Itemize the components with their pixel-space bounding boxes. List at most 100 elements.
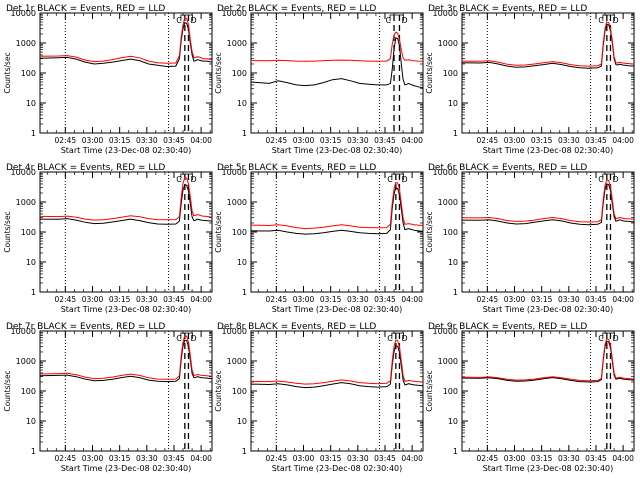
flare-label-c: C	[385, 16, 391, 25]
y-tick-label: 1000	[227, 39, 247, 48]
x-tick-label: 04:00	[401, 454, 423, 463]
y-tick-label: 1	[453, 447, 458, 456]
x-axis-label: Start Time (23-Dec-08 02:30:40)	[272, 305, 403, 314]
x-tick-label: 03:30	[136, 295, 158, 304]
panel-title: Det 4r BLACK = Events, RED = LLD	[6, 163, 165, 173]
y-axis-label: Counts/sec	[425, 52, 434, 93]
y-tick-label: 100	[232, 387, 247, 396]
flare-label-c: C	[598, 16, 604, 25]
y-tick-label: 100	[443, 228, 458, 237]
x-axis-label: Start Time (23-Dec-08 02:30:40)	[483, 464, 614, 473]
x-tick-label: 03:15	[320, 136, 342, 145]
x-tick-label: 02:45	[55, 295, 77, 304]
x-tick-label: 03:15	[109, 136, 131, 145]
y-tick-label: 100	[232, 69, 247, 78]
y-tick-label: 10000	[222, 327, 247, 336]
y-tick-label: 100	[21, 228, 36, 237]
series-events-line	[39, 339, 213, 383]
x-tick-label: 03:00	[82, 295, 104, 304]
detector-panel-5: Det 5r BLACK = Events, RED = LLD 1 10 100 10…	[214, 163, 424, 314]
series-lld-line	[461, 21, 635, 67]
series-lld-line	[39, 16, 213, 64]
y-axis-label: Counts/sec	[3, 52, 12, 93]
flare-bracket	[180, 173, 193, 180]
x-tick-label: 03:00	[293, 295, 315, 304]
x-tick-label: 03:15	[320, 454, 342, 463]
x-tick-label: 03:45	[374, 136, 396, 145]
panel-title: Det 2r BLACK = Events, RED = LLD	[217, 4, 376, 14]
x-tick-label: 02:45	[266, 454, 288, 463]
detector-panel-2: Det 2r BLACK = Events, RED = LLD 1 10 100 10…	[214, 4, 424, 155]
flare-label-d: D	[612, 16, 618, 25]
panel-title: Det 1r BLACK = Events, RED = LLD	[6, 4, 165, 14]
flare-label-d: D	[612, 175, 618, 184]
y-tick-label: 10000	[11, 168, 36, 177]
y-tick-label: 10	[448, 99, 458, 108]
y-tick-label: 1	[242, 447, 247, 456]
x-axis-label: Start Time (23-Dec-08 02:30:40)	[483, 146, 614, 155]
y-tick-label: 1	[31, 288, 36, 297]
x-tick-label: 03:15	[531, 136, 553, 145]
flare-label-d: D	[190, 16, 196, 25]
x-axis-label: Start Time (23-Dec-08 02:30:40)	[61, 305, 192, 314]
y-tick-label: 10	[448, 417, 458, 426]
detector-panel-8: Det 8r BLACK = Events, RED = LLD 1 10 100 10…	[214, 322, 424, 473]
x-tick-label: 03:00	[504, 295, 526, 304]
y-tick-label: 10	[237, 417, 247, 426]
series-lld-line	[461, 179, 635, 223]
y-tick-label: 10	[26, 258, 36, 267]
y-tick-label: 1000	[16, 39, 36, 48]
flare-label-d: D	[401, 175, 407, 184]
series-events-line	[461, 340, 635, 383]
flare-label-d: D	[190, 175, 196, 184]
panel-title: Det 6r BLACK = Events, RED = LLD	[428, 163, 587, 173]
x-tick-label: 02:45	[266, 136, 288, 145]
y-tick-label: 1	[242, 129, 247, 138]
y-axis-label: Counts/sec	[3, 370, 12, 411]
series-lld-line	[250, 31, 424, 62]
x-tick-label: 03:30	[347, 295, 369, 304]
y-tick-label: 1000	[227, 198, 247, 207]
flare-label-c: C	[598, 175, 604, 184]
x-tick-label: 03:15	[109, 295, 131, 304]
series-events-line	[39, 183, 213, 225]
y-tick-label: 10000	[433, 9, 458, 18]
panel-title: Det 8r BLACK = Events, RED = LLD	[217, 322, 376, 332]
x-tick-label: 03:45	[374, 454, 396, 463]
y-tick-label: 1000	[438, 357, 458, 366]
x-tick-label: 03:45	[163, 454, 185, 463]
series-lld-line	[250, 339, 424, 385]
flare-label-d: D	[612, 334, 618, 343]
series-lld-line	[39, 334, 213, 380]
x-tick-label: 03:15	[531, 454, 553, 463]
x-tick-label: 02:45	[477, 136, 499, 145]
detector-panel-9: Det 9r BLACK = Events, RED = LLD 1 10 100 10…	[425, 322, 635, 473]
x-tick-label: 02:45	[55, 136, 77, 145]
x-tick-label: 04:00	[401, 295, 423, 304]
x-axis-label: Start Time (23-Dec-08 02:30:40)	[61, 146, 192, 155]
x-tick-label: 03:15	[320, 295, 342, 304]
flare-label-c: C	[387, 334, 393, 343]
x-tick-label: 02:45	[477, 454, 499, 463]
y-tick-label: 1	[242, 288, 247, 297]
series-events-line	[250, 344, 424, 389]
y-tick-label: 10	[26, 417, 36, 426]
flare-bracket	[180, 332, 193, 339]
flare-bracket	[389, 14, 404, 21]
x-tick-label: 04:00	[190, 295, 212, 304]
x-tick-label: 03:30	[347, 136, 369, 145]
x-axis-label: Start Time (23-Dec-08 02:30:40)	[61, 464, 192, 473]
series-lld-line	[250, 181, 424, 230]
x-tick-label: 04:00	[401, 136, 423, 145]
panel-title: Det 3r BLACK = Events, RED = LLD	[428, 4, 587, 14]
x-tick-label: 03:15	[109, 454, 131, 463]
series-events-line	[461, 23, 635, 69]
flare-bracket	[391, 332, 404, 339]
y-axis-label: Counts/sec	[425, 211, 434, 252]
x-tick-label: 03:15	[531, 295, 553, 304]
x-tick-label: 03:30	[558, 454, 580, 463]
x-tick-label: 02:45	[266, 295, 288, 304]
flare-label-c: C	[176, 175, 182, 184]
x-tick-label: 03:00	[504, 454, 526, 463]
